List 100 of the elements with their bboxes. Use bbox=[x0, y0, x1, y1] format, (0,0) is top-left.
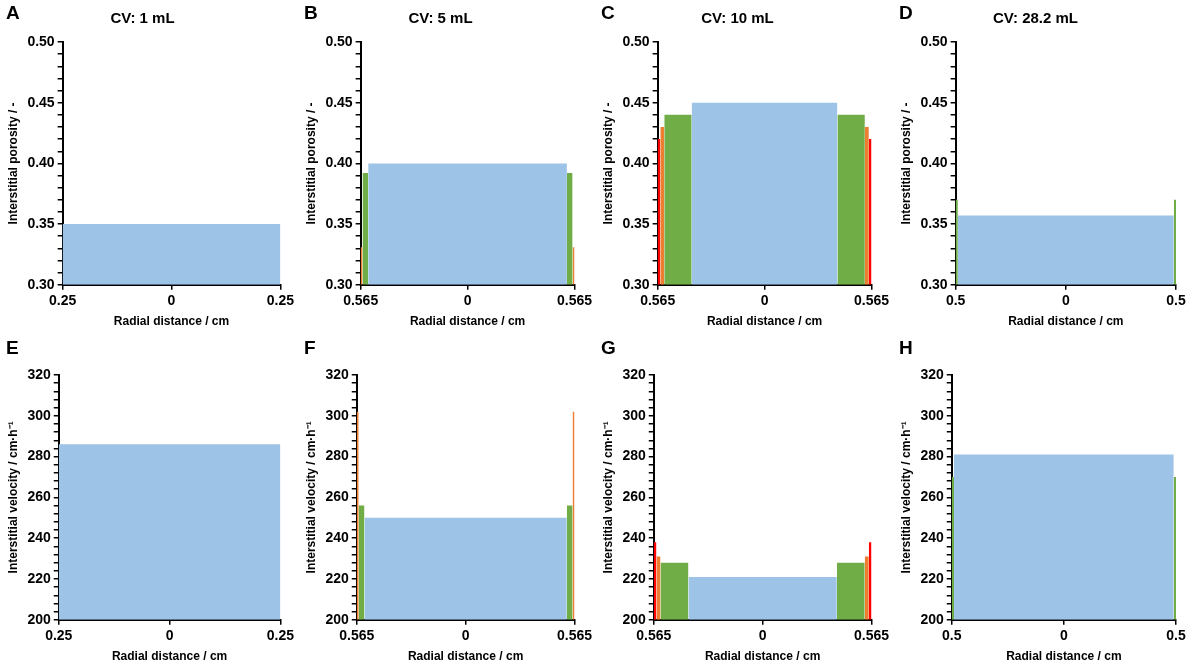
x-tick-label: 0.565 bbox=[853, 292, 890, 309]
x-tick-label: 0.565 bbox=[556, 292, 592, 309]
y-tick-label: 320 bbox=[27, 365, 51, 382]
y-tick-label: 240 bbox=[324, 529, 349, 546]
y-tick-label: 0.45 bbox=[919, 93, 948, 110]
y-tick-label: 0.35 bbox=[324, 214, 353, 231]
y-tick-label: 0.50 bbox=[622, 32, 650, 49]
x-tick-label: 0.5 bbox=[945, 292, 966, 309]
y-tick-label: 300 bbox=[919, 406, 944, 423]
y-axis-title: Interstitial porosity / - bbox=[898, 102, 913, 225]
chart-title: CV: 5 mL bbox=[407, 9, 473, 27]
y-axis-title: Interstitial velocity / cm·h⁻¹ bbox=[5, 421, 20, 574]
x-tick-label: 0.565 bbox=[636, 627, 672, 644]
y-tick-label: 240 bbox=[919, 529, 944, 546]
y-tick-label: 220 bbox=[919, 569, 944, 586]
y-tick-label: 0.30 bbox=[622, 275, 650, 292]
x-tick-label: 0 bbox=[461, 627, 470, 644]
x-axis-title: Radial distance / cm bbox=[706, 314, 823, 329]
y-tick-label: 0.50 bbox=[27, 32, 55, 49]
y-axis-title: Interstitial porosity / - bbox=[5, 102, 20, 225]
chart-title: CV: 10 mL bbox=[701, 9, 774, 27]
y-axis-title: Interstitial velocity / cm·h⁻¹ bbox=[303, 421, 318, 574]
y-tick-label: 260 bbox=[919, 488, 944, 505]
x-tick-label: 0.565 bbox=[640, 292, 676, 309]
y-tick-label: 280 bbox=[324, 447, 349, 464]
y-tick-label: 220 bbox=[622, 569, 646, 586]
y-axis-title: Interstitial porosity / - bbox=[303, 102, 318, 225]
x-axis-title: Radial distance / cm bbox=[1005, 649, 1122, 664]
x-tick-label: 0.5 bbox=[941, 627, 962, 644]
y-tick-label: 300 bbox=[27, 406, 51, 423]
x-tick-label: 0 bbox=[1059, 627, 1068, 644]
y-tick-label: 240 bbox=[622, 529, 646, 546]
x-tick-label: 0.565 bbox=[342, 292, 378, 309]
x-axis-title: Radial distance / cm bbox=[1007, 314, 1124, 329]
text: A bbox=[6, 1, 20, 23]
y-tick-label: 200 bbox=[919, 610, 944, 627]
y-tick-label: 0.40 bbox=[324, 154, 353, 171]
y-tick-label: 200 bbox=[27, 610, 51, 627]
y-tick-label: 320 bbox=[324, 365, 349, 382]
text: C bbox=[601, 1, 615, 23]
y-tick-label: 0.40 bbox=[622, 154, 650, 171]
x-tick-label: 0.25 bbox=[266, 627, 295, 644]
y-tick-label: 320 bbox=[919, 365, 944, 382]
x-tick-label: 0.565 bbox=[853, 627, 890, 644]
x-tick-label: 0.25 bbox=[266, 292, 295, 309]
y-tick-label: 0.40 bbox=[919, 154, 948, 171]
x-tick-label: 0 bbox=[1061, 292, 1070, 309]
x-tick-label: 0 bbox=[758, 627, 767, 644]
y-tick-label: 300 bbox=[622, 406, 646, 423]
y-tick-label: 220 bbox=[324, 569, 349, 586]
x-tick-label: 0.565 bbox=[556, 627, 592, 644]
text: E bbox=[6, 336, 19, 358]
x-tick-label: 0 bbox=[463, 292, 472, 309]
y-axis-title: Interstitial velocity / cm·h⁻¹ bbox=[600, 421, 615, 574]
y-tick-label: 0.30 bbox=[919, 275, 948, 292]
y-tick-label: 0.40 bbox=[27, 154, 55, 171]
y-axis-title: Interstitial porosity / - bbox=[600, 102, 615, 225]
x-tick-label: 0.25 bbox=[49, 292, 77, 309]
y-tick-label: 200 bbox=[622, 610, 646, 627]
x-tick-label: 0.5 bbox=[1165, 627, 1186, 644]
y-tick-label: 240 bbox=[27, 529, 51, 546]
y-tick-label: 280 bbox=[622, 447, 646, 464]
x-axis-title: Radial distance / cm bbox=[409, 314, 525, 329]
y-tick-label: 280 bbox=[27, 447, 51, 464]
y-tick-label: 260 bbox=[324, 488, 349, 505]
x-tick-label: 0 bbox=[760, 292, 769, 309]
x-tick-label: 0 bbox=[167, 292, 176, 309]
y-tick-label: 0.30 bbox=[324, 275, 353, 292]
y-tick-label: 0.35 bbox=[622, 214, 650, 231]
text: D bbox=[898, 1, 913, 23]
chart-title: CV: 28.2 mL bbox=[992, 9, 1078, 27]
x-axis-title: Radial distance / cm bbox=[113, 314, 230, 329]
y-tick-label: 0.50 bbox=[919, 32, 948, 49]
chart-title: CV: 1 mL bbox=[110, 9, 175, 27]
x-axis-title: Radial distance / cm bbox=[407, 649, 523, 664]
x-tick-label: 0.5 bbox=[1165, 292, 1186, 309]
y-tick-label: 220 bbox=[27, 569, 51, 586]
y-tick-label: 0.45 bbox=[27, 93, 55, 110]
x-tick-label: 0 bbox=[165, 627, 174, 644]
y-tick-label: 0.35 bbox=[27, 214, 55, 231]
x-tick-label: 0.565 bbox=[338, 627, 374, 644]
x-axis-title: Radial distance / cm bbox=[704, 649, 821, 664]
y-tick-label: 0.45 bbox=[324, 93, 353, 110]
x-tick-label: 0.25 bbox=[45, 627, 73, 644]
text: B bbox=[303, 1, 318, 23]
y-tick-label: 280 bbox=[919, 447, 944, 464]
text: G bbox=[601, 336, 616, 358]
y-tick-label: 260 bbox=[27, 488, 51, 505]
text: F bbox=[303, 336, 316, 358]
y-tick-label: 200 bbox=[324, 610, 349, 627]
y-tick-label: 320 bbox=[622, 365, 646, 382]
y-tick-label: 0.35 bbox=[919, 214, 948, 231]
text: H bbox=[898, 336, 913, 358]
y-tick-label: 0.45 bbox=[622, 93, 650, 110]
y-tick-label: 260 bbox=[622, 488, 646, 505]
y-axis-title: Interstitial velocity / cm·h⁻¹ bbox=[898, 421, 913, 574]
y-tick-label: 300 bbox=[324, 406, 349, 423]
y-tick-label: 0.50 bbox=[324, 32, 353, 49]
y-tick-label: 0.30 bbox=[27, 275, 55, 292]
x-axis-title: Radial distance / cm bbox=[111, 649, 228, 664]
